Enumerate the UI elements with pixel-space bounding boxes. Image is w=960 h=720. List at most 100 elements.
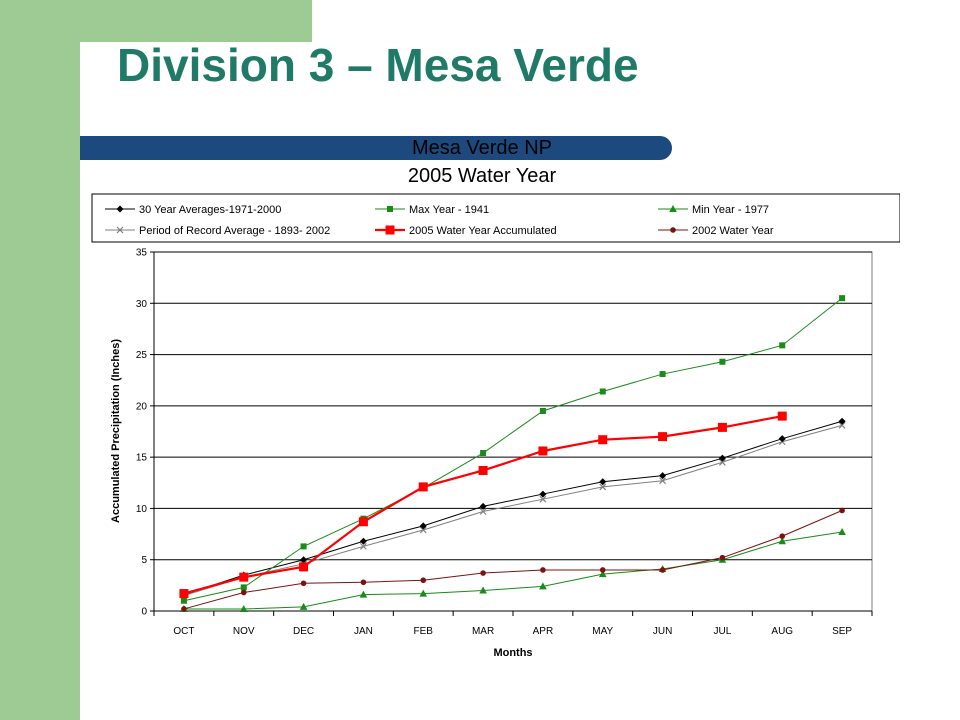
data-point	[299, 562, 309, 572]
data-point	[779, 533, 786, 539]
data-point	[359, 537, 367, 545]
data-point	[181, 606, 187, 612]
data-point	[179, 589, 189, 599]
data-point	[778, 435, 786, 443]
data-point	[419, 526, 427, 534]
legend-marker	[116, 226, 124, 234]
x-tick-label: DEC	[293, 626, 314, 637]
data-point	[719, 358, 726, 365]
legend-item: 2002 Water Year	[658, 225, 774, 237]
data-point	[479, 502, 487, 510]
data-point	[480, 450, 487, 457]
data-point	[599, 483, 607, 491]
legend-item: Period of Record Average - 1893- 2002	[105, 225, 330, 237]
data-point	[360, 579, 367, 586]
data-point	[539, 407, 546, 414]
data-point	[838, 421, 846, 429]
data-point	[659, 472, 667, 480]
data-point	[779, 342, 786, 349]
data-point	[839, 295, 846, 302]
data-point	[598, 435, 608, 445]
data-point	[599, 567, 606, 573]
data-point	[479, 586, 487, 594]
y-tick-label: 30	[136, 299, 148, 310]
data-point	[718, 454, 726, 462]
gridlines	[154, 251, 872, 561]
data-point	[479, 508, 487, 515]
y-tick-label: 0	[141, 607, 147, 618]
data-point	[419, 522, 427, 530]
data-point	[719, 554, 726, 561]
data-point	[300, 543, 307, 550]
y-tick-label: 25	[136, 350, 148, 361]
series-line	[183, 420, 843, 596]
data-point	[538, 446, 548, 456]
chart-title: Mesa Verde NP	[412, 137, 552, 159]
legend-label: Max Year - 1941	[409, 204, 489, 216]
x-tick-label: AUG	[771, 626, 793, 637]
data-point	[659, 477, 667, 485]
x-tick-label: MAY	[592, 626, 613, 637]
legend-item: Min Year - 1977	[658, 204, 769, 216]
y-tick-label: 5	[141, 555, 147, 566]
data-point	[540, 567, 546, 573]
data-point	[539, 582, 547, 590]
chart-subtitle: 2005 Water Year	[408, 165, 557, 187]
data-point	[539, 490, 547, 498]
slide-title: Division 3 – Mesa Verde	[117, 39, 639, 91]
legend-label: Min Year - 1977	[692, 204, 769, 216]
legend-label: 2005 Water Year Accumulated	[409, 225, 557, 237]
y-tick-label: 15	[136, 453, 148, 464]
x-tick-label: JAN	[354, 626, 373, 637]
data-point	[838, 417, 846, 425]
data-point	[778, 537, 787, 545]
data-point	[240, 589, 247, 596]
legend-marker	[670, 227, 676, 233]
data-point	[598, 570, 607, 578]
data-point	[599, 478, 607, 486]
data-point	[599, 388, 606, 395]
x-tick-label: JUL	[714, 626, 732, 637]
legend-label: Period of Record Average - 1893- 2002	[139, 225, 330, 237]
series-5	[181, 507, 845, 612]
series-line	[183, 297, 843, 602]
legend-box	[91, 193, 900, 243]
data-point	[777, 411, 787, 421]
data-point	[838, 528, 846, 536]
y-tick-label: 20	[136, 401, 148, 412]
data-point	[717, 422, 727, 432]
x-tick-label: OCT	[173, 626, 194, 637]
x-tick-label: FEB	[414, 626, 434, 637]
data-point	[658, 432, 668, 442]
series-line	[183, 424, 843, 597]
legend-item: 2005 Water Year Accumulated	[375, 225, 557, 237]
y-axis-title: Accumulated Precipitation (Inches)	[110, 339, 122, 523]
data-point	[718, 458, 726, 466]
data-point	[480, 570, 486, 576]
y-tick-label: 35	[136, 248, 148, 259]
legend-label: 2002 Water Year	[692, 225, 774, 237]
data-point	[299, 602, 308, 610]
data-point	[478, 465, 488, 475]
x-tick-label: NOV	[233, 626, 255, 637]
data-point	[418, 482, 428, 492]
x-tick-label: SEP	[832, 626, 852, 637]
legend-item: Max Year - 1941	[375, 204, 489, 216]
legend-marker	[116, 205, 124, 213]
data-point	[300, 556, 308, 564]
data-point	[239, 572, 249, 582]
left-green-bar	[0, 0, 80, 720]
data-point	[358, 517, 368, 527]
data-point	[300, 580, 307, 587]
data-point	[239, 604, 248, 612]
data-point	[359, 590, 368, 598]
x-tick-label: MAR	[472, 626, 494, 637]
legend-label: 30 Year Averages-1971-2000	[139, 204, 281, 216]
top-green-block	[80, 0, 312, 42]
legend: 30 Year Averages-1971-2000 Max Year - 194…	[105, 204, 774, 237]
x-axis-title: Months	[493, 647, 532, 659]
data-point	[659, 371, 666, 378]
data-point	[839, 507, 845, 514]
chart-title-band	[80, 136, 672, 160]
data-point	[359, 542, 367, 550]
